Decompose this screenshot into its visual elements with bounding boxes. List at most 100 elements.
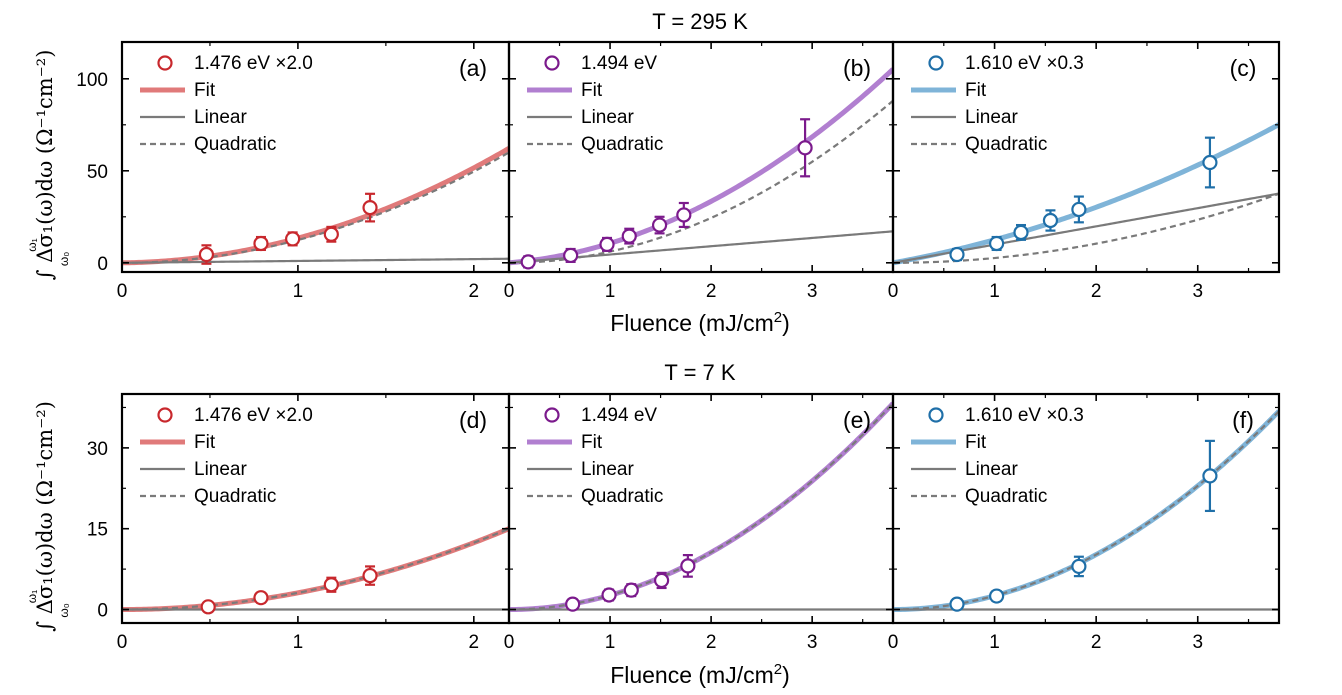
quadratic-line [509,99,893,264]
panel-label: (e) [843,407,871,433]
data-point [1042,212,1059,229]
data-point [621,228,637,244]
panel-label: (d) [459,407,487,433]
y-tick-label: 0 [97,254,108,275]
x-tick-label: 1 [293,632,304,653]
legend-label: Linear [581,459,634,480]
panel-label: (a) [459,55,487,81]
x-tick-label: 0 [504,632,515,653]
x-tick-label: 0 [888,281,899,302]
legend-marker [544,407,560,423]
legend-label: Quadratic [194,486,276,507]
plot-area [122,526,509,615]
y-tick-label: 30 [87,439,108,460]
y-tick-label: 50 [87,162,108,183]
data-point [1202,468,1218,484]
legend-label: 1.476 eV ×2.0 [194,405,313,426]
x-tick-label: 2 [706,632,717,653]
fit-line [509,401,893,613]
y-tick-label: 0 [97,601,108,622]
legend: 1.494 eV Fit Linear Quadratic [527,53,663,155]
data-point [362,567,378,584]
panel-label: (c) [1230,55,1257,81]
row-2: T = 7 K Fluence (mJ/cm2) ∫ Δσ₁(ω)dω (Ω⁻¹cm… [25,360,1281,688]
legend-label: Fit [965,432,987,453]
legend-label: 1.494 eV [581,53,657,74]
data-point [1071,201,1087,218]
legend-marker [928,407,944,423]
fit-line [893,122,1279,266]
x-tick-label: 2 [469,281,480,302]
data-point [623,582,639,598]
panel-e: 0 1 2 3 (e) 1.494 eV Fit Linear Quadratic [504,392,895,653]
panel-a: 0 1 2 (a) 1.476 eV ×2.0 Fit Linear Quadratic [117,40,511,302]
data-point [676,207,692,223]
data-point [565,596,581,612]
legend-label: Fit [581,80,603,101]
y-axis-title-text: ∫ Δσ₁(ω)dω (Ω⁻¹cm⁻²) [33,401,57,632]
data-point [362,200,378,216]
x-tick-label: 1 [989,632,1000,653]
data-point [1013,224,1029,241]
legend-label: 1.476 eV ×2.0 [194,53,313,74]
panel-frame [120,40,511,274]
panel-frame [507,40,895,274]
legend-label: Linear [194,459,247,480]
data-point [653,572,670,589]
legend-label: Linear [194,107,247,128]
row-1: T = 295 K Fluence (mJ/cm2) ∫ Δσ₁(ω)dω (Ω⁻¹… [25,9,1281,336]
data-point [563,247,579,264]
legend-label: Fit [194,80,216,101]
data-point [520,254,536,270]
legend-label: Linear [965,107,1018,128]
quadratic-line [122,151,509,264]
data-point [599,236,615,252]
plot-area [893,122,1279,266]
panel-f: 0 1 2 3 (f) 1.610 eV ×0.3 Fit Linear Quadratic [888,392,1281,653]
legend-label: 1.494 eV [581,405,657,426]
x-tick-label: 1 [989,281,1000,302]
panel-d: 0 1 2 (d) 1.476 eV ×2.0 Fit Linear Quadratic [117,392,511,653]
data-point [1202,154,1218,171]
legend-marker [544,55,560,71]
data-point [989,588,1005,604]
data-point [797,140,813,156]
x-axis-title: Fluence (mJ/cm2) [610,309,790,336]
data-point [323,226,339,242]
integral-lower-limit: ω₀ [57,603,71,617]
y-axis-title-text: ∫ Δσ₁(ω)dω (Ω⁻¹cm⁻²) [33,50,57,281]
legend-label: Quadratic [581,486,663,507]
data-point [680,558,696,574]
legend-marker [928,55,944,71]
x-tick-label: 0 [117,632,128,653]
legend: 1.476 eV ×2.0 Fit Linear Quadratic [140,405,313,507]
legend-label: 1.610 eV ×0.3 [965,405,1084,426]
y-axis-title: ∫ Δσ₁(ω)dω (Ω⁻¹cm⁻²) ω₀ ω₁ [25,50,71,281]
plot-area [509,67,893,270]
data-point [601,587,617,603]
quadratic-line [509,402,893,611]
panel-frame [507,392,895,625]
data-point [949,246,965,263]
y-tick-label: 100 [76,70,108,91]
x-tick-label: 0 [504,281,515,302]
x-tick-label: 2 [1091,281,1102,302]
x-tick-label: 1 [293,281,304,302]
plot-area [122,146,509,266]
legend-label: Fit [965,80,987,101]
x-tick-label: 0 [888,632,899,653]
x-axis-title: Fluence (mJ/cm2) [610,661,790,688]
panel-c: 0 1 2 3 (c) 1.610 eV ×0.3 Fit Linear Quadratic [888,40,1281,302]
legend: 1.476 eV ×2.0 Fit Linear Quadratic [140,53,313,155]
data-point [323,577,339,593]
legend-marker [157,407,173,423]
panel-label: (f) [1232,407,1254,433]
data-point [253,235,269,252]
plot-area [509,401,893,613]
legend-label: Fit [194,432,216,453]
x-tick-label: 3 [1192,281,1203,302]
x-tick-label: 3 [1192,632,1203,653]
integral-lower-limit: ω₀ [57,252,71,266]
legend-label: Quadratic [965,134,1047,155]
